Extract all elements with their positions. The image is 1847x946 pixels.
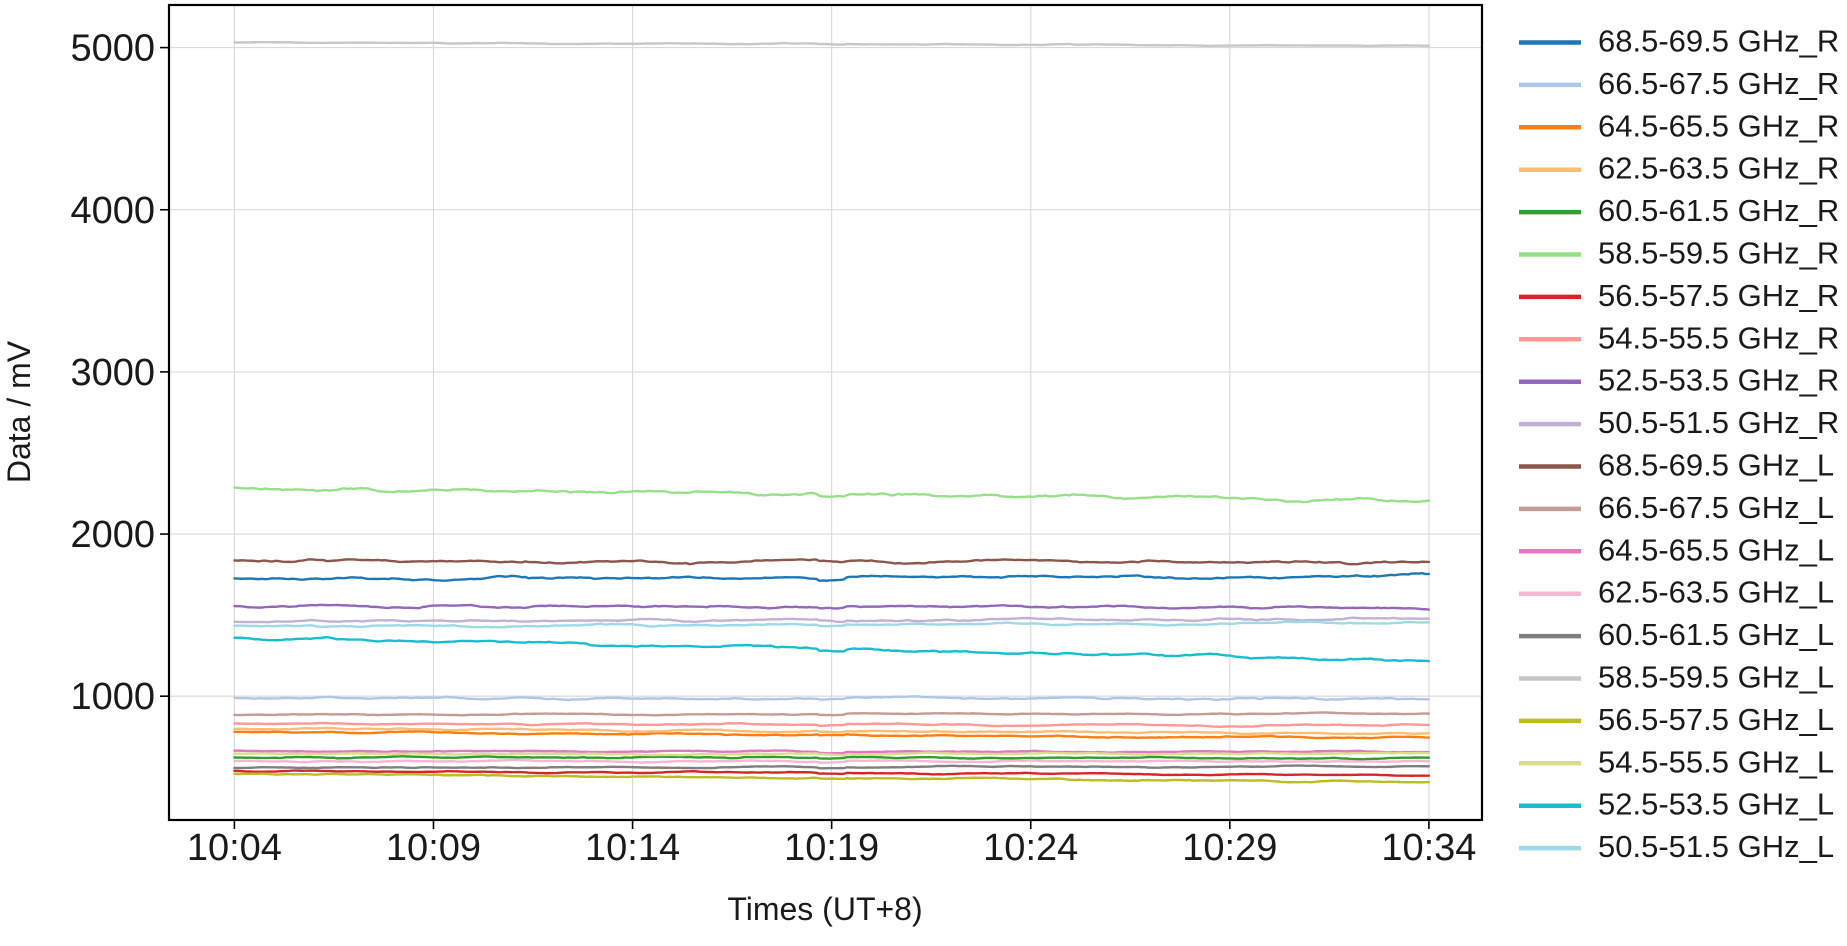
svg-text:52.5-53.5 GHz_L: 52.5-53.5 GHz_L — [1598, 787, 1834, 822]
svg-text:10:04: 10:04 — [187, 827, 282, 869]
svg-text:Times (UT+8): Times (UT+8) — [727, 891, 922, 927]
svg-text:1000: 1000 — [70, 676, 155, 718]
svg-text:54.5-55.5 GHz_R: 54.5-55.5 GHz_R — [1598, 320, 1839, 355]
svg-text:60.5-61.5 GHz_L: 60.5-61.5 GHz_L — [1598, 617, 1834, 652]
svg-text:60.5-61.5 GHz_R: 60.5-61.5 GHz_R — [1598, 193, 1839, 228]
svg-text:68.5-69.5 GHz_R: 68.5-69.5 GHz_R — [1598, 24, 1839, 59]
svg-text:52.5-53.5 GHz_R: 52.5-53.5 GHz_R — [1598, 363, 1839, 398]
svg-text:10:14: 10:14 — [585, 827, 680, 869]
svg-text:50.5-51.5 GHz_R: 50.5-51.5 GHz_R — [1598, 405, 1839, 440]
svg-text:10:09: 10:09 — [386, 827, 481, 869]
svg-text:10:24: 10:24 — [983, 827, 1078, 869]
svg-text:62.5-63.5 GHz_R: 62.5-63.5 GHz_R — [1598, 151, 1839, 186]
svg-text:10:34: 10:34 — [1381, 827, 1476, 869]
svg-text:62.5-63.5 GHz_L: 62.5-63.5 GHz_L — [1598, 575, 1834, 610]
svg-text:68.5-69.5 GHz_L: 68.5-69.5 GHz_L — [1598, 448, 1834, 483]
svg-text:58.5-59.5 GHz_L: 58.5-59.5 GHz_L — [1598, 660, 1834, 695]
svg-text:66.5-67.5 GHz_R: 66.5-67.5 GHz_R — [1598, 66, 1839, 101]
svg-text:64.5-65.5 GHz_L: 64.5-65.5 GHz_L — [1598, 532, 1834, 567]
svg-text:10:19: 10:19 — [784, 827, 879, 869]
svg-text:64.5-65.5 GHz_R: 64.5-65.5 GHz_R — [1598, 108, 1839, 143]
svg-text:54.5-55.5 GHz_L: 54.5-55.5 GHz_L — [1598, 744, 1834, 779]
svg-text:56.5-57.5 GHz_L: 56.5-57.5 GHz_L — [1598, 702, 1834, 737]
svg-text:5000: 5000 — [70, 28, 155, 70]
svg-text:3000: 3000 — [70, 352, 155, 394]
svg-text:56.5-57.5 GHz_R: 56.5-57.5 GHz_R — [1598, 278, 1839, 313]
svg-text:58.5-59.5 GHz_R: 58.5-59.5 GHz_R — [1598, 236, 1839, 271]
svg-text:Data / mV: Data / mV — [1, 340, 37, 483]
svg-text:50.5-51.5 GHz_L: 50.5-51.5 GHz_L — [1598, 829, 1834, 864]
svg-text:4000: 4000 — [70, 190, 155, 232]
svg-text:10:29: 10:29 — [1182, 827, 1277, 869]
svg-text:66.5-67.5 GHz_L: 66.5-67.5 GHz_L — [1598, 490, 1834, 525]
svg-text:2000: 2000 — [70, 514, 155, 556]
